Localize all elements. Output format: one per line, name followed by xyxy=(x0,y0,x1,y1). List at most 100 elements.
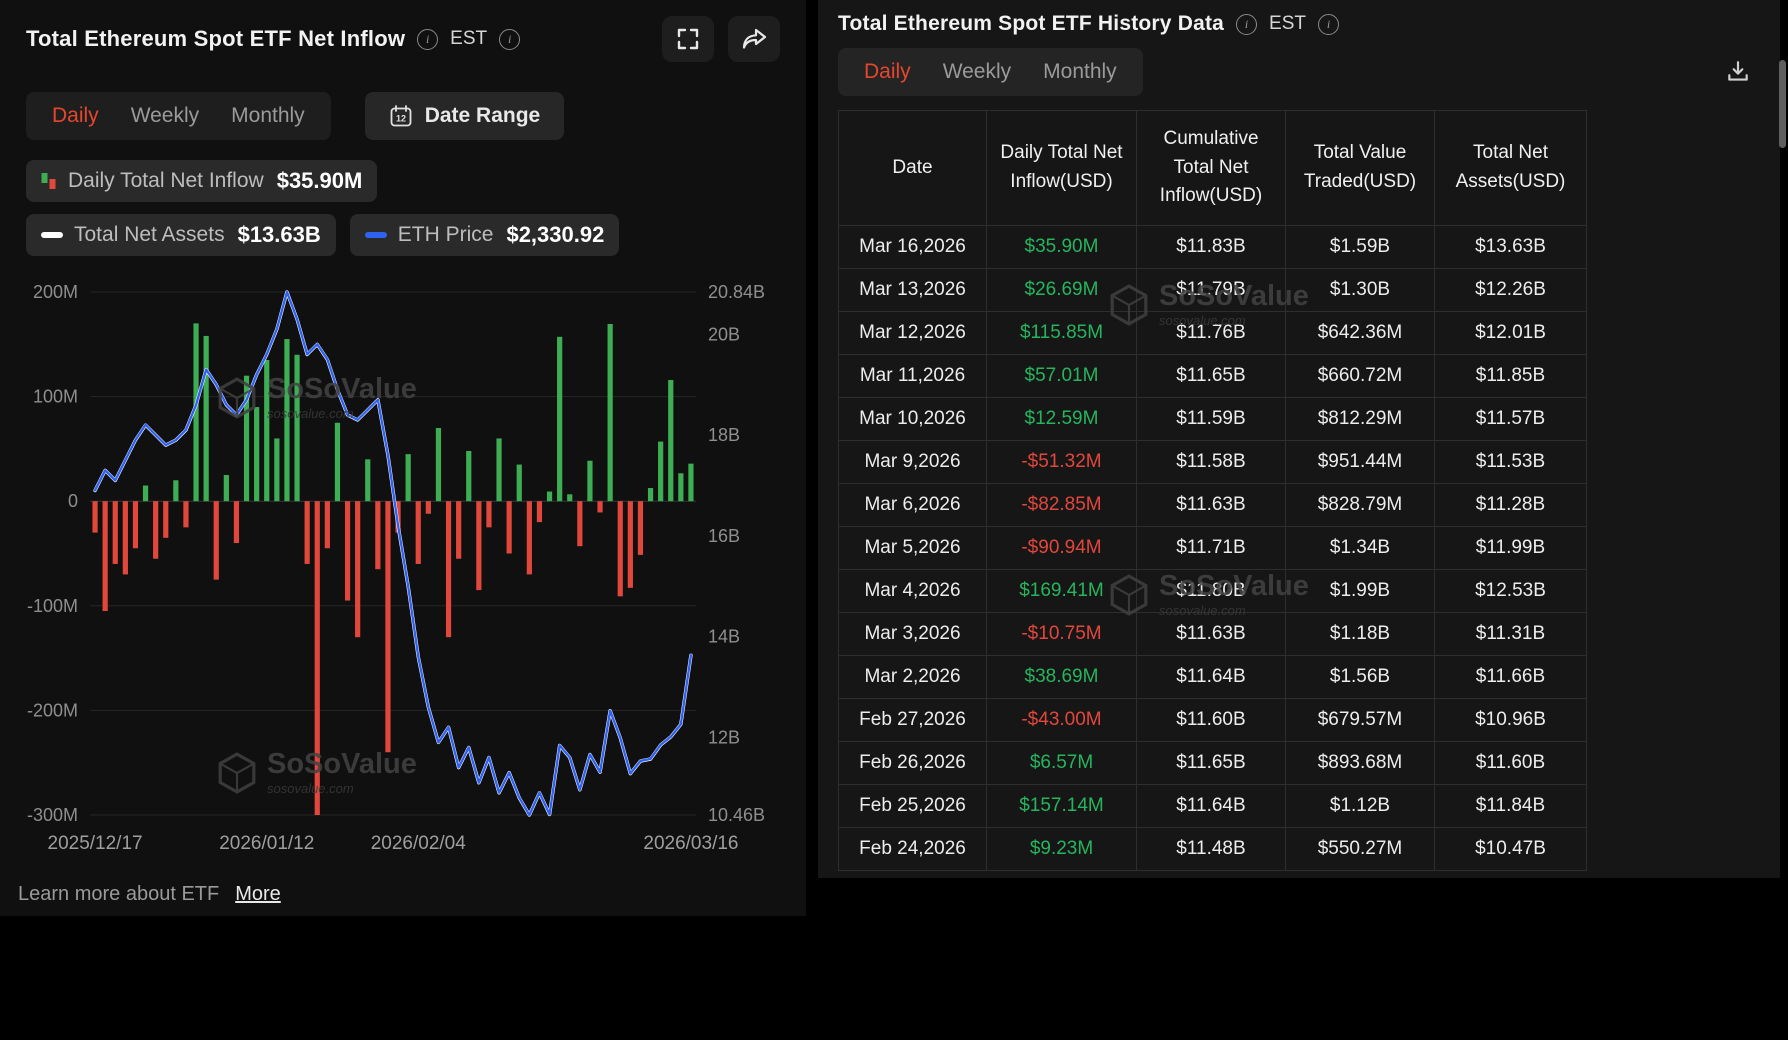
tab-weekly[interactable]: Weekly xyxy=(942,60,1012,83)
inflow-bar[interactable] xyxy=(324,501,330,549)
inflow-bar[interactable] xyxy=(506,501,512,554)
traded-cell: $1.56B xyxy=(1285,654,1435,699)
inflow-bar[interactable] xyxy=(445,501,452,638)
inflow-bar[interactable] xyxy=(334,422,341,502)
inflow-bar[interactable] xyxy=(112,501,118,564)
inflow-bar[interactable] xyxy=(678,473,684,502)
inflow-bar[interactable] xyxy=(173,480,179,502)
inflow-bar[interactable] xyxy=(456,501,462,559)
cumulative-cell: $11.58B xyxy=(1136,439,1286,484)
date-range-button[interactable]: 12 Date Range xyxy=(364,92,565,140)
fullscreen-button[interactable] xyxy=(662,16,714,62)
tab-daily[interactable]: Daily xyxy=(864,60,911,83)
right-panel-header: Total Ethereum Spot ETF History Data i E… xyxy=(838,12,1760,36)
cumulative-cell: $11.80B xyxy=(1136,568,1286,613)
inflow-bar[interactable] xyxy=(183,501,189,528)
inflow-bar[interactable] xyxy=(415,501,421,564)
inflow-bar[interactable] xyxy=(546,491,553,502)
inflow-bar[interactable] xyxy=(567,494,573,502)
inflow-bar[interactable] xyxy=(668,380,674,502)
inflow-bar[interactable] xyxy=(203,335,209,502)
inflow-bar[interactable] xyxy=(617,501,623,597)
inflow-bar[interactable] xyxy=(557,336,563,502)
inflow-bar[interactable] xyxy=(425,501,431,514)
inflow-bar[interactable] xyxy=(375,501,381,570)
inflow-bar[interactable] xyxy=(264,359,270,502)
inflow-bar[interactable] xyxy=(476,501,482,591)
inflow-bar[interactable] xyxy=(344,501,351,601)
net-inflow-panel: Total Ethereum Spot ETF Net Inflow i EST… xyxy=(0,0,806,916)
download-button[interactable] xyxy=(1716,52,1760,92)
history-table: Date Daily Total Net Inflow(USD) Cumulativ… xyxy=(838,110,1587,871)
timezone-info-icon[interactable]: i xyxy=(499,28,521,50)
page-title: Total Ethereum Spot ETF Net Inflow xyxy=(26,26,406,51)
more-link[interactable]: More xyxy=(235,883,281,905)
inflow-bar[interactable] xyxy=(243,375,250,502)
tab-monthly[interactable]: Monthly xyxy=(1043,60,1117,83)
inflow-cell: -$43.00M xyxy=(986,697,1137,742)
inflow-bar[interactable] xyxy=(647,488,654,502)
inflow-bar[interactable] xyxy=(688,463,694,502)
inflow-bar[interactable] xyxy=(496,438,502,502)
inflow-bar[interactable] xyxy=(233,501,240,544)
tab-monthly[interactable]: Monthly xyxy=(231,104,305,127)
cumulative-cell: $11.79B xyxy=(1136,267,1286,312)
inflow-bar[interactable] xyxy=(536,501,543,523)
legend-total-net-assets[interactable]: Total Net Assets $13.63B xyxy=(26,214,336,256)
eth-price-line[interactable] xyxy=(93,290,693,817)
inflow-bar[interactable] xyxy=(597,501,603,513)
inflow-bar[interactable] xyxy=(607,323,613,502)
inflow-bar[interactable] xyxy=(365,459,371,502)
inflow-bar[interactable] xyxy=(193,323,199,502)
net-inflow-chart[interactable]: 200M 100M 0 -100M -200M -300M 20.84B 20B 18B 16B 1… xyxy=(26,270,778,862)
inflow-bar[interactable] xyxy=(637,501,644,555)
inflow-bar[interactable] xyxy=(587,460,593,502)
timezone-info-icon[interactable]: i xyxy=(1317,13,1339,35)
inflow-bar[interactable] xyxy=(355,501,361,638)
inflow-bar[interactable] xyxy=(385,501,391,753)
inflow-bar[interactable] xyxy=(486,501,492,528)
inflow-bar[interactable] xyxy=(92,501,98,533)
scrollbar-thumb[interactable] xyxy=(1779,60,1786,148)
legend-eth-price[interactable]: ETH Price $2,330.92 xyxy=(349,214,620,256)
share-button[interactable] xyxy=(728,16,780,62)
inflow-cell: $9.23M xyxy=(986,826,1137,871)
inflow-bar[interactable] xyxy=(213,501,219,580)
inflow-bar[interactable] xyxy=(405,454,411,502)
timezone-label: EST xyxy=(450,28,488,49)
inflow-bar[interactable] xyxy=(142,485,149,502)
inflow-bar[interactable] xyxy=(122,501,128,575)
legend-daily-net-inflow[interactable]: Daily Total Net Inflow $35.90M xyxy=(26,160,378,202)
inflow-bar[interactable] xyxy=(304,501,310,564)
inflow-bar[interactable] xyxy=(284,339,290,502)
inflow-cell: $26.69M xyxy=(986,267,1137,312)
inflow-bar[interactable] xyxy=(274,438,280,502)
inflow-bar[interactable] xyxy=(516,464,522,502)
assets-cell: $11.99B xyxy=(1434,525,1587,570)
inflow-bar[interactable] xyxy=(627,501,633,588)
inflow-bar[interactable] xyxy=(435,427,442,502)
info-icon[interactable]: i xyxy=(1236,13,1258,35)
net-assets-line[interactable] xyxy=(93,290,693,817)
inflow-bar[interactable] xyxy=(153,501,159,559)
history-table-area: Date Daily Total Net Inflow(USD) Cumulativ… xyxy=(838,110,1760,871)
inflow-bar[interactable] xyxy=(314,501,320,815)
table-row: Feb 27,2026 -$43.00M $11.60B $679.57M $10.96… xyxy=(838,697,1587,742)
cumulative-cell: $11.83B xyxy=(1136,224,1286,269)
inflow-bar[interactable] xyxy=(577,501,583,547)
inflow-bar[interactable] xyxy=(294,354,300,502)
left-axis-tick: -200M xyxy=(27,700,78,720)
inflow-bar[interactable] xyxy=(163,501,169,538)
inflow-bar[interactable] xyxy=(466,450,472,502)
share-icon xyxy=(742,28,767,49)
inflow-bar[interactable] xyxy=(223,475,229,502)
inflow-bar[interactable] xyxy=(102,501,108,612)
inflow-bar[interactable] xyxy=(254,407,260,502)
inflow-bar[interactable] xyxy=(658,441,664,502)
inflow-bar[interactable] xyxy=(526,501,532,575)
info-icon[interactable]: i xyxy=(417,28,439,50)
inflow-bar[interactable] xyxy=(132,501,139,549)
tab-daily[interactable]: Daily xyxy=(52,104,99,127)
tab-weekly[interactable]: Weekly xyxy=(130,104,200,127)
date-cell: Mar 2,2026 xyxy=(838,654,987,699)
